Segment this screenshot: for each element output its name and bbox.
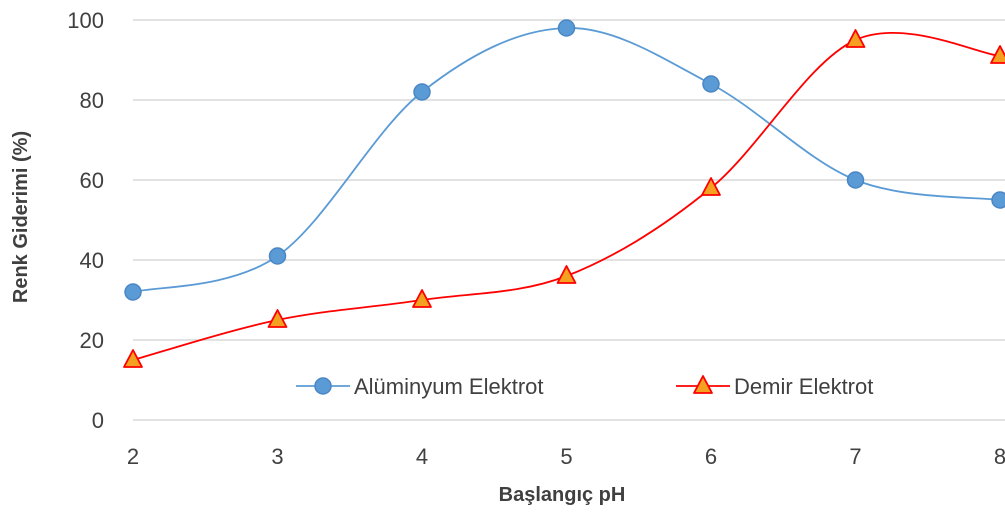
data-point	[413, 83, 431, 101]
legend-label: Demir Elektrot	[734, 374, 873, 399]
x-axis-title: Başlangıç pH	[499, 484, 626, 506]
data-point	[846, 171, 865, 189]
series-line	[132, 27, 1001, 293]
data-point	[267, 309, 288, 328]
legend-label: Alüminyum Elektrot	[354, 374, 544, 399]
y-tick-label: 20	[80, 328, 104, 353]
x-tick-label: 2	[127, 444, 139, 469]
series	[124, 19, 1005, 301]
series	[123, 29, 1005, 368]
x-axis-ticks: 2 3 4 5 6 7 8	[127, 444, 1005, 469]
legend-marker	[693, 375, 713, 394]
legend: Alüminyum Elektrot Demir Elektrot	[296, 374, 873, 399]
data-point	[123, 349, 143, 368]
x-tick-label: 8	[994, 444, 1005, 469]
legend-marker	[314, 377, 332, 395]
legend-item: Alüminyum Elektrot	[296, 374, 544, 399]
y-axis-title: Renk Giderimi (%)	[10, 131, 32, 303]
x-tick-label: 3	[271, 444, 283, 469]
x-tick-label: 6	[705, 444, 717, 469]
x-tick-label: 7	[849, 444, 861, 469]
data-point	[702, 75, 720, 93]
data-point	[845, 29, 866, 48]
data-point	[412, 289, 432, 308]
data-point	[701, 177, 721, 196]
legend-item: Demir Elektrot	[676, 374, 873, 399]
data-point	[991, 191, 1005, 209]
data-point	[268, 247, 287, 265]
gridlines	[133, 19, 1005, 421]
y-tick-label: 80	[80, 88, 104, 113]
y-tick-label: 0	[92, 408, 104, 433]
data-point	[124, 283, 142, 301]
x-tick-label: 4	[416, 444, 428, 469]
series-line	[132, 31, 1001, 361]
y-tick-label: 100	[67, 8, 104, 33]
x-tick-label: 5	[560, 444, 572, 469]
y-axis-ticks: 0 20 40 60 80 100	[67, 8, 104, 433]
y-tick-label: 60	[80, 168, 104, 193]
series-group	[123, 19, 1005, 368]
data-point	[556, 265, 577, 284]
data-point	[557, 19, 576, 37]
y-tick-label: 40	[80, 248, 104, 273]
